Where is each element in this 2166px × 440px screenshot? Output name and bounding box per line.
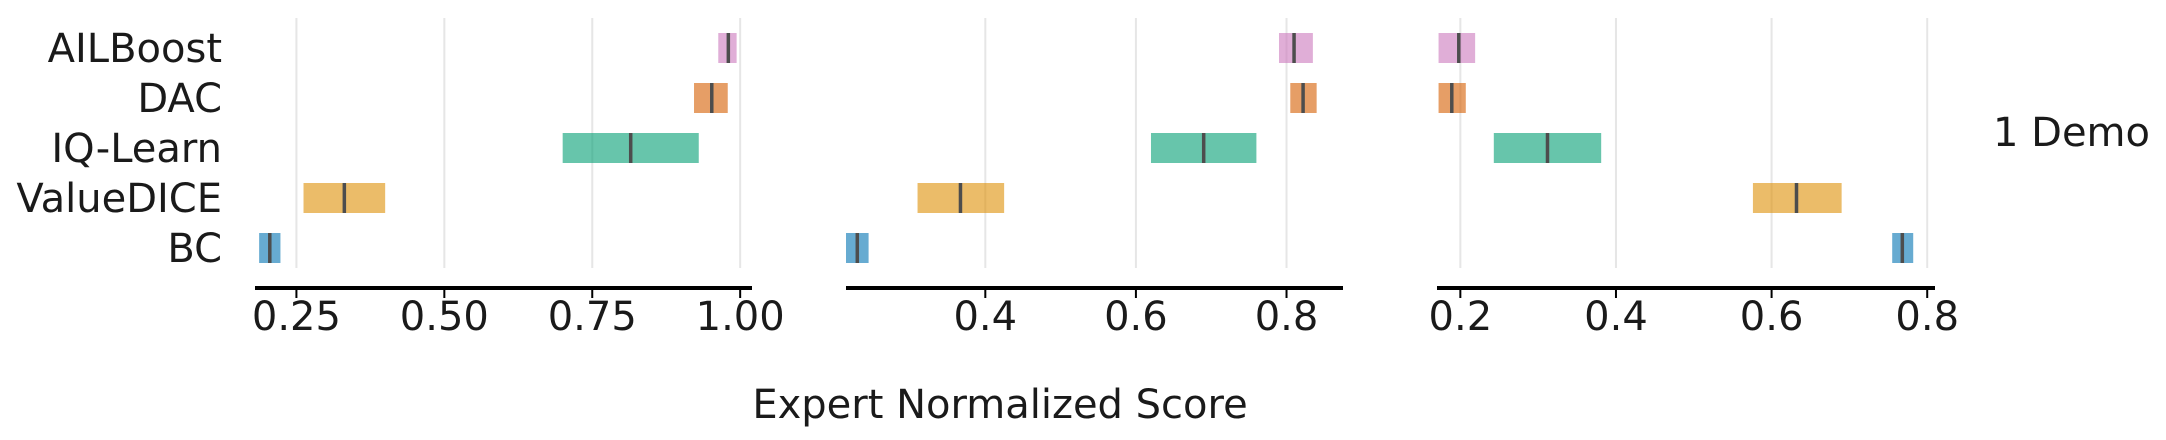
x-axis-label: Expert Normalized Score: [752, 382, 1247, 428]
x-tick-label-1: 0.25: [252, 294, 341, 340]
interval-bar-ailboost: [1278, 33, 1313, 63]
panel-2: 0.4 0.6 0.8: [846, 18, 1343, 340]
panel-3: 0.2 0.4 0.6 0.8: [1429, 18, 1959, 340]
row-label: 1 Demo: [1993, 110, 2150, 156]
x-tick-label-3: 0.8: [1255, 294, 1319, 340]
x-tick-label-2: 0.6: [1104, 294, 1168, 340]
method-label-bc: BC: [167, 226, 222, 272]
method-label-ailboost: AILBoost: [48, 26, 222, 72]
method-label-dac: DAC: [137, 76, 222, 122]
x-tick-label-1: 0.2: [1429, 294, 1493, 340]
method-label-valuedice: ValueDICE: [16, 176, 222, 222]
x-tick-label-4: 0.8: [1895, 294, 1959, 340]
x-tick-label-3: 0.75: [548, 294, 637, 340]
x-tick-label-2: 0.4: [1584, 294, 1648, 340]
interval-bar-ailboost: [1438, 33, 1476, 63]
x-tick-label-1: 0.4: [953, 294, 1017, 340]
x-tick-label-4: 1.00: [696, 294, 785, 340]
panel-1: 0.25 0.50 0.75 1.00: [252, 18, 785, 340]
x-tick-label-3: 0.6: [1740, 294, 1804, 340]
chart-panels: 0.25 0.50 0.75 1.00 0.4 0.6 0.8 0.2 0.4 0.6 0.8: [252, 18, 1959, 340]
method-label-iq-learn: IQ-Learn: [51, 126, 222, 172]
x-tick-label-2: 0.50: [400, 294, 489, 340]
